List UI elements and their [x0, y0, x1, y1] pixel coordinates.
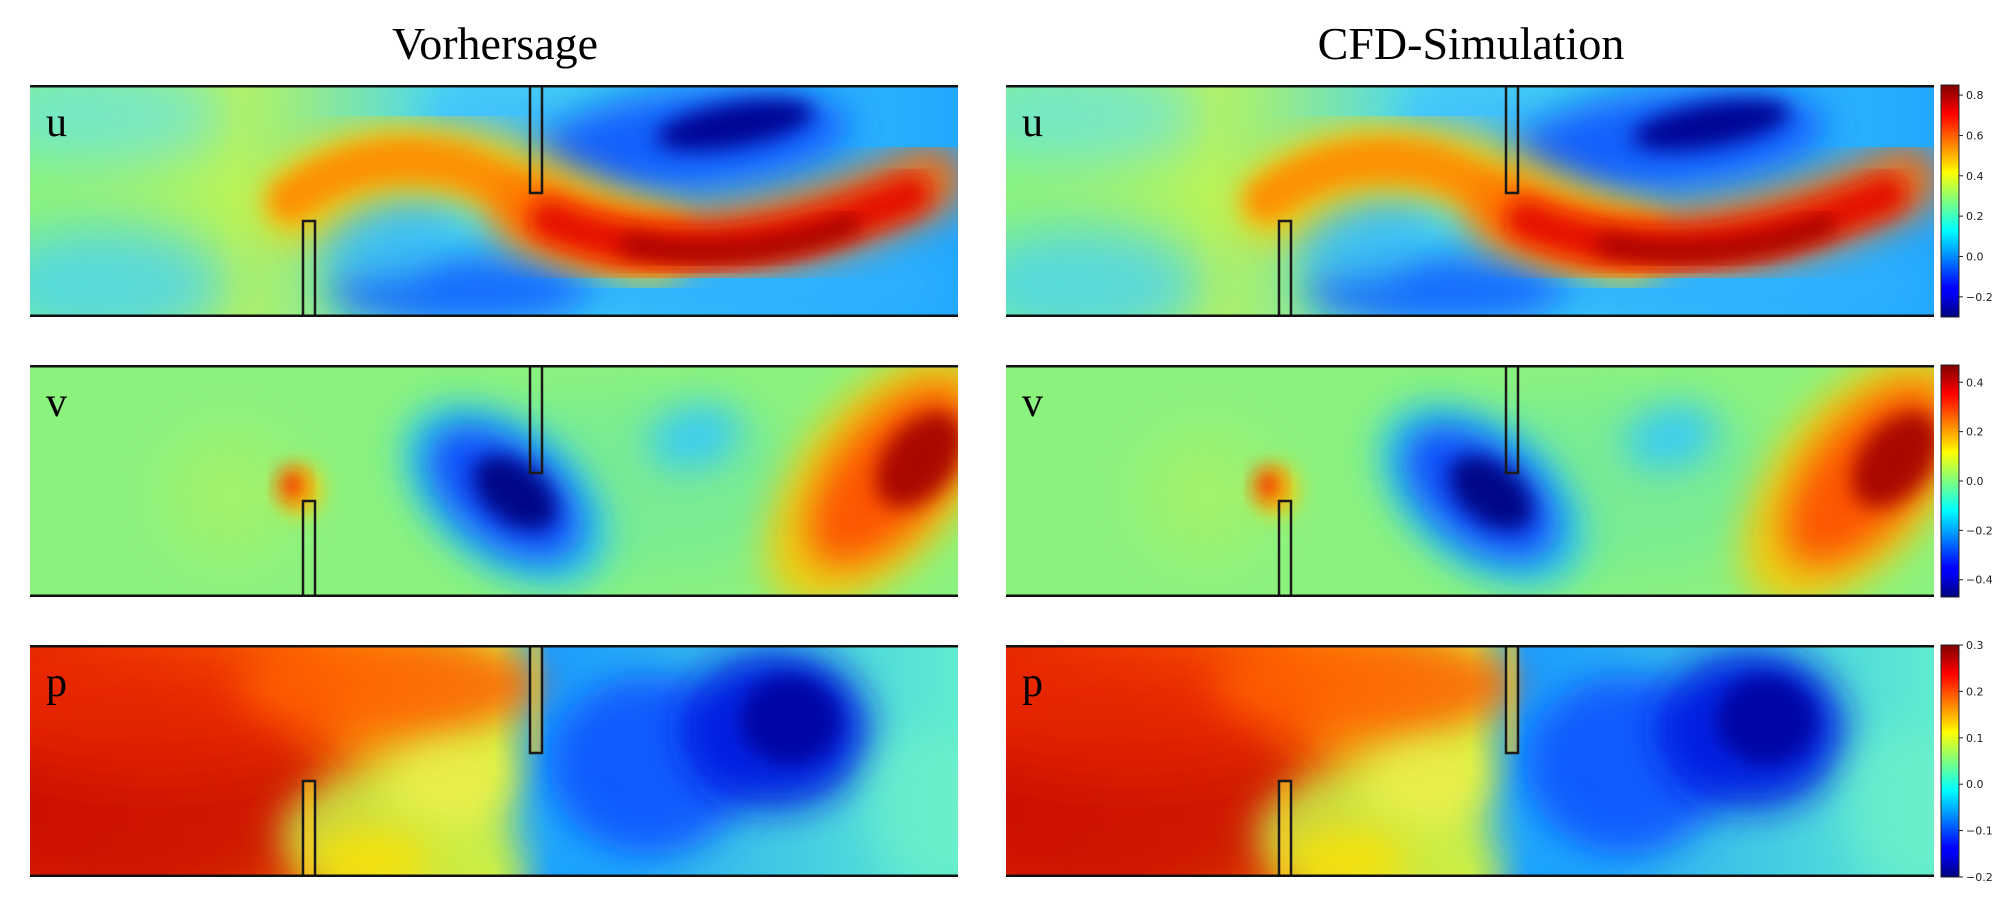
field-u-prediction: [30, 85, 958, 317]
obstacle-lower: [301, 219, 317, 317]
label-v-cfd: v: [1022, 380, 1043, 426]
colorbar-tick-label: −0.2: [1966, 291, 1993, 304]
field-p-prediction: [30, 645, 958, 877]
column-title-cfd: CFD-Simulation: [1317, 18, 1625, 69]
colorbar-tick-label: 0.2: [1966, 426, 1984, 439]
field-v-prediction: [30, 365, 958, 597]
colorbar-tick-label: 0.8: [1966, 89, 1984, 102]
colorbar-tick-label: 0.2: [1966, 210, 1984, 223]
heatmap-u-prediction: [30, 85, 958, 317]
column-title-prediction: Vorhersage: [391, 18, 599, 69]
label-u-prediction: u: [46, 100, 67, 146]
colorbar-u: 0.8 0.6 0.4 0.2 0.0 −0.2: [1940, 84, 1993, 318]
colorbar-tick-label: 0.6: [1966, 129, 1984, 142]
heatmap-v-prediction: [30, 365, 958, 597]
obstacle-upper: [528, 365, 544, 475]
label-v-prediction: v: [46, 380, 67, 426]
colorbar-tick-label: −0.2: [1966, 524, 1993, 537]
colorbar-tick-label: 0.0: [1966, 250, 1984, 263]
heatmap-p-cfd: [1006, 645, 1934, 877]
colorbar-tick-label: 0.0: [1966, 475, 1984, 488]
obstacle-upper: [528, 85, 544, 195]
colorbar-tick-label: −0.1: [1966, 825, 1993, 838]
field-u-cfd: [1006, 85, 1934, 317]
obstacle-lower: [1277, 779, 1293, 877]
label-p-prediction: p: [46, 660, 67, 706]
obstacle-lower: [301, 779, 317, 877]
heatmap-v-cfd: [1006, 365, 1934, 597]
obstacle-lower: [1277, 499, 1293, 597]
colorbar-tick-label: 0.1: [1966, 732, 1984, 745]
obstacle-upper: [1504, 645, 1520, 755]
obstacle-lower: [301, 499, 317, 597]
colorbar-tick-label: 0.4: [1966, 170, 1984, 183]
colorbar-tick-label: 0.0: [1966, 778, 1984, 791]
colorbar-tick-label: 0.3: [1966, 639, 1984, 652]
colorbar-p: 0.3 0.2 0.1 0.0 −0.1 −0.2: [1940, 639, 1993, 884]
colorbar-tick-label: 0.4: [1966, 376, 1984, 389]
label-u-cfd: u: [1022, 100, 1043, 146]
obstacle-lower: [1277, 219, 1293, 317]
obstacle-upper: [528, 645, 544, 755]
colorbar-tick-label: −0.2: [1966, 871, 1993, 884]
colorbar-v: 0.4 0.2 0.0 −0.2 −0.4: [1940, 364, 1993, 598]
obstacle-upper: [1504, 85, 1520, 195]
obstacle-upper: [1504, 365, 1520, 475]
colorbar-tick-label: −0.4: [1966, 574, 1993, 587]
colorbar-tick-label: 0.2: [1966, 685, 1984, 698]
field-p-cfd: [1006, 645, 1934, 877]
heatmap-u-cfd: [1006, 85, 1934, 317]
heatmap-p-prediction: [30, 645, 958, 877]
field-v-cfd: [1006, 365, 1934, 597]
label-p-cfd: p: [1022, 660, 1043, 706]
